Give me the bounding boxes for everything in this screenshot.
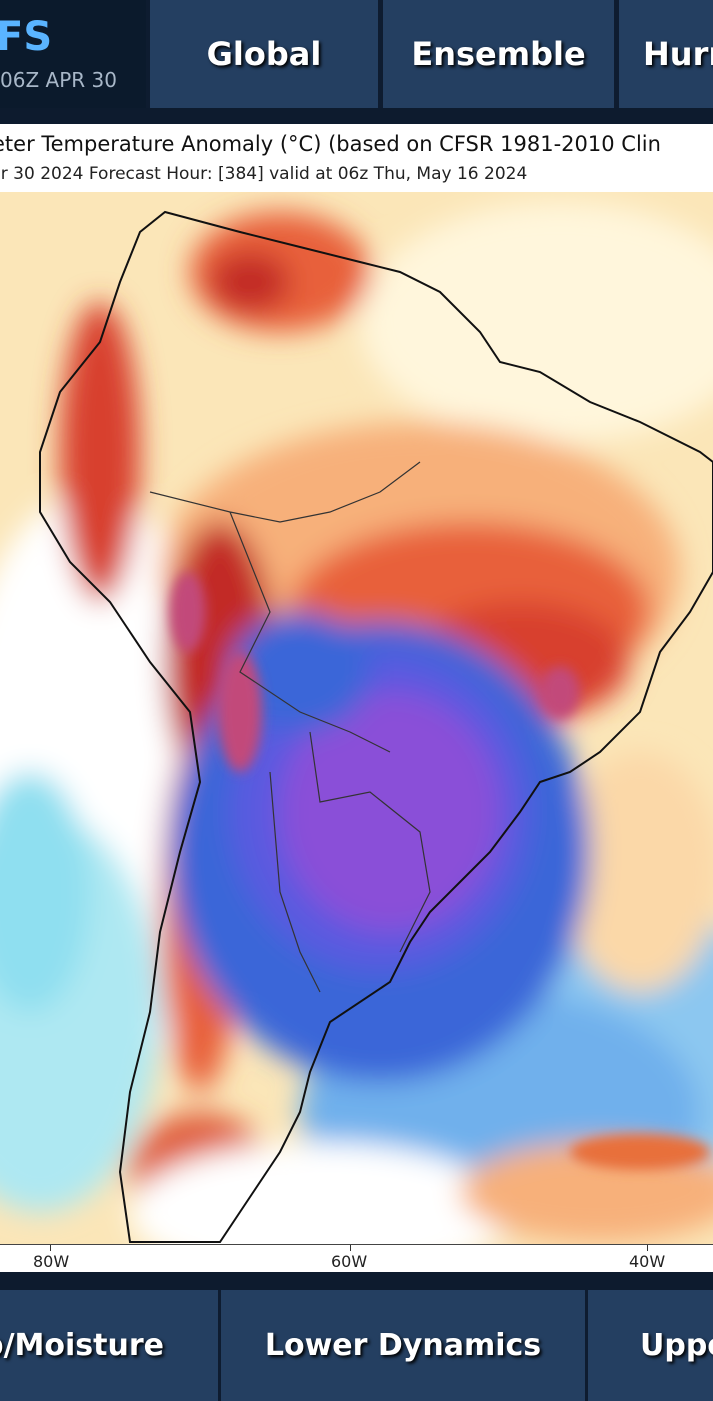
temperature-anomaly-map[interactable]	[0, 192, 713, 1245]
bottom-nav: p/Moisture Lower Dynamics Uppe	[0, 1290, 713, 1401]
tab-upper-dynamics[interactable]: Uppe	[588, 1290, 713, 1401]
lon-label-60w: 60W	[331, 1252, 368, 1271]
tab-hurricanes[interactable]: Hurr	[617, 0, 713, 108]
tab-label: Global	[206, 35, 322, 73]
border-line	[309, 731, 431, 953]
map-canvas	[0, 192, 713, 1244]
lon-tick	[647, 1245, 648, 1251]
tab-label: Hurr	[643, 35, 713, 73]
map-title: eter Temperature Anomaly (°C) (based on …	[0, 132, 661, 156]
tab-label: p/Moisture	[0, 1328, 164, 1363]
tab-lower-dynamics[interactable]: Lower Dynamics	[221, 1290, 585, 1401]
border-line	[229, 511, 391, 753]
model-logo: FS	[0, 14, 53, 60]
tab-label: Uppe	[640, 1328, 713, 1363]
brand-block[interactable]: FS 06Z APR 30	[0, 0, 146, 108]
map-subtitle: pr 30 2024 Forecast Hour: [384] valid at…	[0, 164, 528, 184]
tab-ensemble[interactable]: Ensemble	[381, 0, 614, 108]
continent-outline	[39, 210, 713, 1243]
lon-tick	[350, 1245, 351, 1251]
model-run-label: 06Z APR 30	[0, 68, 117, 92]
tab-label: Ensemble	[411, 35, 586, 73]
tab-global[interactable]: Global	[148, 0, 378, 108]
map-panel: eter Temperature Anomaly (°C) (based on …	[0, 124, 713, 1272]
lon-tick	[50, 1245, 51, 1251]
border-line	[149, 461, 421, 523]
lon-label-80w: 80W	[33, 1252, 70, 1271]
anomaly-detail	[170, 572, 710, 1170]
tab-precip-moisture[interactable]: p/Moisture	[0, 1290, 218, 1401]
top-nav: FS 06Z APR 30 Global Ensemble Hurr	[0, 0, 713, 108]
lon-label-40w: 40W	[629, 1252, 666, 1271]
tab-label: Lower Dynamics	[264, 1328, 542, 1363]
border-line	[269, 771, 321, 993]
